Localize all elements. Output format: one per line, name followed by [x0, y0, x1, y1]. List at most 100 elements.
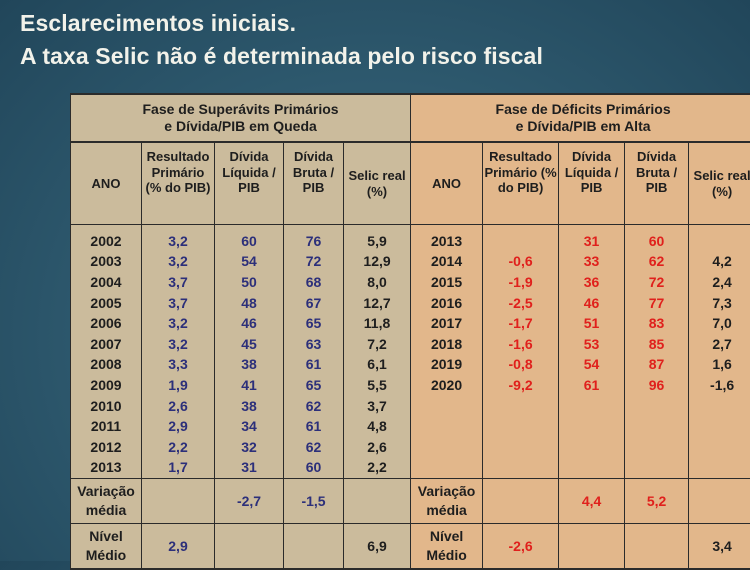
right-col-header-resultado-primario: Resultado Primário (% do PIB)	[483, 142, 559, 225]
left-cell-ano: 2010	[71, 396, 142, 417]
left-cell-ano: 2011	[71, 416, 142, 437]
left-cell-divida-liquida: 32	[215, 437, 284, 458]
left-cell-resultado-primario: 2,6	[142, 396, 215, 417]
right-cell-ano	[411, 437, 483, 458]
right-cell-selic-real	[689, 396, 750, 417]
left-cell-ano: 2005	[71, 293, 142, 314]
right-nivel-medio-divida-bruta	[625, 524, 689, 570]
right-cell-divida-bruta	[625, 437, 689, 458]
right-cell-divida-liquida: 36	[559, 272, 625, 293]
left-cell-divida-liquida: 60	[215, 225, 284, 252]
left-cell-divida-bruta: 61	[284, 355, 344, 376]
left-variacao-media-divida-bruta: -1,5	[284, 479, 344, 524]
left-variacao-media-selic-real	[344, 479, 411, 524]
left-cell-divida-liquida: 38	[215, 396, 284, 417]
left-nivel-medio-divida-liquida	[215, 524, 284, 570]
left-cell-selic-real: 8,0	[344, 272, 411, 293]
left-cell-ano: 2009	[71, 375, 142, 396]
right-variacao-media-divida-liquida: 4,4	[559, 479, 625, 524]
left-col-header-ano: ANO	[71, 142, 142, 225]
left-cell-ano: 2007	[71, 334, 142, 355]
right-cell-resultado-primario: -1,6	[483, 334, 559, 355]
right-nivel-medio-selic-real: 3,4	[689, 524, 750, 570]
right-cell-divida-bruta: 62	[625, 252, 689, 273]
right-cell-ano: 2017	[411, 313, 483, 334]
right-nivel-medio-ano: Nível Médio	[411, 524, 483, 570]
left-cell-selic-real: 12,7	[344, 293, 411, 314]
right-col-header-ano: ANO	[411, 142, 483, 225]
left-cell-resultado-primario: 2,9	[142, 416, 215, 437]
right-cell-resultado-primario: -1,9	[483, 272, 559, 293]
left-cell-selic-real: 3,7	[344, 396, 411, 417]
right-col-header-divida-liquida: Dívida Líquida / PIB	[559, 142, 625, 225]
left-cell-divida-liquida: 38	[215, 355, 284, 376]
left-cell-resultado-primario: 3,2	[142, 313, 215, 334]
right-cell-divida-liquida: 54	[559, 355, 625, 376]
left-cell-divida-liquida: 45	[215, 334, 284, 355]
right-cell-selic-real: 1,6	[689, 355, 750, 376]
left-cell-resultado-primario: 3,2	[142, 225, 215, 252]
right-cell-ano	[411, 396, 483, 417]
left-cell-selic-real: 12,9	[344, 252, 411, 273]
left-cell-divida-liquida: 46	[215, 313, 284, 334]
left-nivel-medio-ano: Nível Médio	[71, 524, 142, 570]
left-cell-divida-liquida: 50	[215, 272, 284, 293]
left-cell-ano: 2003	[71, 252, 142, 273]
right-cell-resultado-primario	[483, 416, 559, 437]
right-cell-divida-bruta: 83	[625, 313, 689, 334]
right-cell-divida-liquida: 51	[559, 313, 625, 334]
right-cell-divida-bruta	[625, 396, 689, 417]
left-cell-selic-real: 7,2	[344, 334, 411, 355]
left-col-header-divida-bruta: Dívida Bruta / PIB	[284, 142, 344, 225]
left-cell-divida-bruta: 65	[284, 313, 344, 334]
right-cell-resultado-primario	[483, 225, 559, 252]
right-cell-divida-liquida	[559, 416, 625, 437]
left-cell-divida-liquida: 31	[215, 458, 284, 479]
left-cell-selic-real: 5,9	[344, 225, 411, 252]
right-cell-selic-real: 4,2	[689, 252, 750, 273]
left-cell-ano: 2008	[71, 355, 142, 376]
left-header-line1: Fase de Superávits Primários	[71, 101, 410, 118]
left-cell-ano: 2002	[71, 225, 142, 252]
left-cell-divida-bruta: 76	[284, 225, 344, 252]
right-cell-selic-real: 7,0	[689, 313, 750, 334]
left-cell-selic-real: 4,8	[344, 416, 411, 437]
left-cell-divida-bruta: 72	[284, 252, 344, 273]
left-cell-selic-real: 6,1	[344, 355, 411, 376]
right-cell-selic-real	[689, 416, 750, 437]
left-variacao-media-resultado-primario	[142, 479, 215, 524]
left-cell-divida-bruta: 63	[284, 334, 344, 355]
right-cell-ano: 2019	[411, 355, 483, 376]
right-cell-ano: 2016	[411, 293, 483, 314]
left-col-header-divida-liquida: Dívida Líquida / PIB	[215, 142, 284, 225]
right-variacao-media-selic-real	[689, 479, 750, 524]
right-nivel-medio-resultado-primario: -2,6	[483, 524, 559, 570]
left-header-line2: e Dívida/PIB em Queda	[71, 118, 410, 135]
right-variacao-media-divida-bruta: 5,2	[625, 479, 689, 524]
left-nivel-medio-selic-real: 6,9	[344, 524, 411, 570]
left-cell-divida-liquida: 48	[215, 293, 284, 314]
right-cell-ano	[411, 458, 483, 479]
right-header-line1: Fase de Déficits Primários	[411, 101, 750, 118]
left-cell-selic-real: 11,8	[344, 313, 411, 334]
right-cell-selic-real: 2,7	[689, 334, 750, 355]
right-cell-ano: 2018	[411, 334, 483, 355]
left-col-header-selic-real: Selic real (%)	[344, 142, 411, 225]
right-cell-divida-bruta: 87	[625, 355, 689, 376]
right-cell-selic-real: 2,4	[689, 272, 750, 293]
right-cell-resultado-primario: -9,2	[483, 375, 559, 396]
right-cell-resultado-primario	[483, 458, 559, 479]
right-nivel-medio-divida-liquida	[559, 524, 625, 570]
left-cell-divida-bruta: 62	[284, 396, 344, 417]
left-cell-ano: 2013	[71, 458, 142, 479]
left-cell-divida-bruta: 61	[284, 416, 344, 437]
